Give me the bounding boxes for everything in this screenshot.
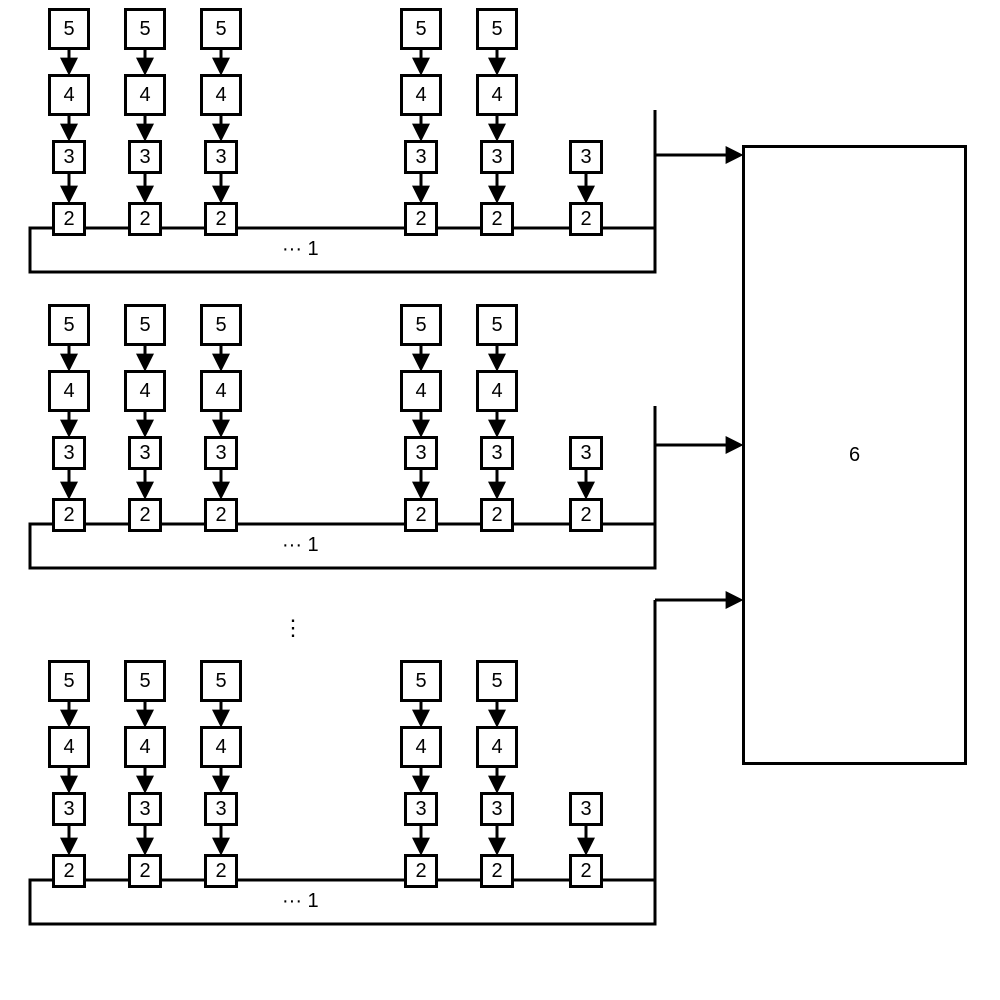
node-5: 5 bbox=[48, 660, 90, 702]
node-4: 4 bbox=[476, 370, 518, 412]
node-2: 2 bbox=[52, 854, 86, 888]
node-2: 2 bbox=[204, 498, 238, 532]
node-4: 4 bbox=[200, 370, 242, 412]
vertical-ellipsis: ⋮ bbox=[282, 615, 306, 641]
node-2: 2 bbox=[569, 498, 603, 532]
node-6: 6 bbox=[742, 145, 967, 765]
node-3: 3 bbox=[204, 140, 238, 174]
node-2: 2 bbox=[404, 854, 438, 888]
node-3: 3 bbox=[480, 140, 514, 174]
node-2: 2 bbox=[569, 202, 603, 236]
node-3: 3 bbox=[480, 436, 514, 470]
node-2: 2 bbox=[52, 202, 86, 236]
node-4: 4 bbox=[124, 74, 166, 116]
node-5: 5 bbox=[124, 304, 166, 346]
node-3: 3 bbox=[204, 436, 238, 470]
node-4: 4 bbox=[476, 726, 518, 768]
node-3: 3 bbox=[404, 792, 438, 826]
node-2: 2 bbox=[52, 498, 86, 532]
node-3: 3 bbox=[52, 792, 86, 826]
node-4: 4 bbox=[200, 726, 242, 768]
bus-label: ··· 1 bbox=[282, 534, 319, 557]
node-2: 2 bbox=[404, 498, 438, 532]
node-2: 2 bbox=[128, 854, 162, 888]
node-4: 4 bbox=[476, 74, 518, 116]
node-2: 2 bbox=[404, 202, 438, 236]
node-3: 3 bbox=[569, 436, 603, 470]
node-5: 5 bbox=[48, 8, 90, 50]
node-3: 3 bbox=[204, 792, 238, 826]
node-5: 5 bbox=[400, 304, 442, 346]
node-4: 4 bbox=[124, 370, 166, 412]
node-2: 2 bbox=[128, 202, 162, 236]
node-3: 3 bbox=[128, 436, 162, 470]
node-5: 5 bbox=[124, 660, 166, 702]
node-3: 3 bbox=[569, 140, 603, 174]
node-5: 5 bbox=[124, 8, 166, 50]
node-5: 5 bbox=[200, 304, 242, 346]
node-2: 2 bbox=[204, 202, 238, 236]
node-5: 5 bbox=[200, 660, 242, 702]
node-4: 4 bbox=[400, 370, 442, 412]
node-2: 2 bbox=[480, 202, 514, 236]
node-5: 5 bbox=[400, 660, 442, 702]
node-3: 3 bbox=[52, 140, 86, 174]
node-5: 5 bbox=[476, 660, 518, 702]
bus-label: ··· 1 bbox=[282, 238, 319, 261]
node-3: 3 bbox=[128, 792, 162, 826]
node-4: 4 bbox=[48, 74, 90, 116]
node-2: 2 bbox=[569, 854, 603, 888]
node-2: 2 bbox=[480, 854, 514, 888]
node-5: 5 bbox=[200, 8, 242, 50]
node-5: 5 bbox=[476, 304, 518, 346]
node-4: 4 bbox=[48, 370, 90, 412]
node-4: 4 bbox=[200, 74, 242, 116]
node-3: 3 bbox=[569, 792, 603, 826]
node-3: 3 bbox=[404, 140, 438, 174]
node-2: 2 bbox=[480, 498, 514, 532]
node-5: 5 bbox=[476, 8, 518, 50]
node-5: 5 bbox=[400, 8, 442, 50]
node-2: 2 bbox=[204, 854, 238, 888]
node-3: 3 bbox=[128, 140, 162, 174]
node-4: 4 bbox=[400, 74, 442, 116]
bus-label: ··· 1 bbox=[282, 890, 319, 913]
node-5: 5 bbox=[48, 304, 90, 346]
node-2: 2 bbox=[128, 498, 162, 532]
node-4: 4 bbox=[124, 726, 166, 768]
node-3: 3 bbox=[52, 436, 86, 470]
node-3: 3 bbox=[404, 436, 438, 470]
node-4: 4 bbox=[48, 726, 90, 768]
node-4: 4 bbox=[400, 726, 442, 768]
node-3: 3 bbox=[480, 792, 514, 826]
